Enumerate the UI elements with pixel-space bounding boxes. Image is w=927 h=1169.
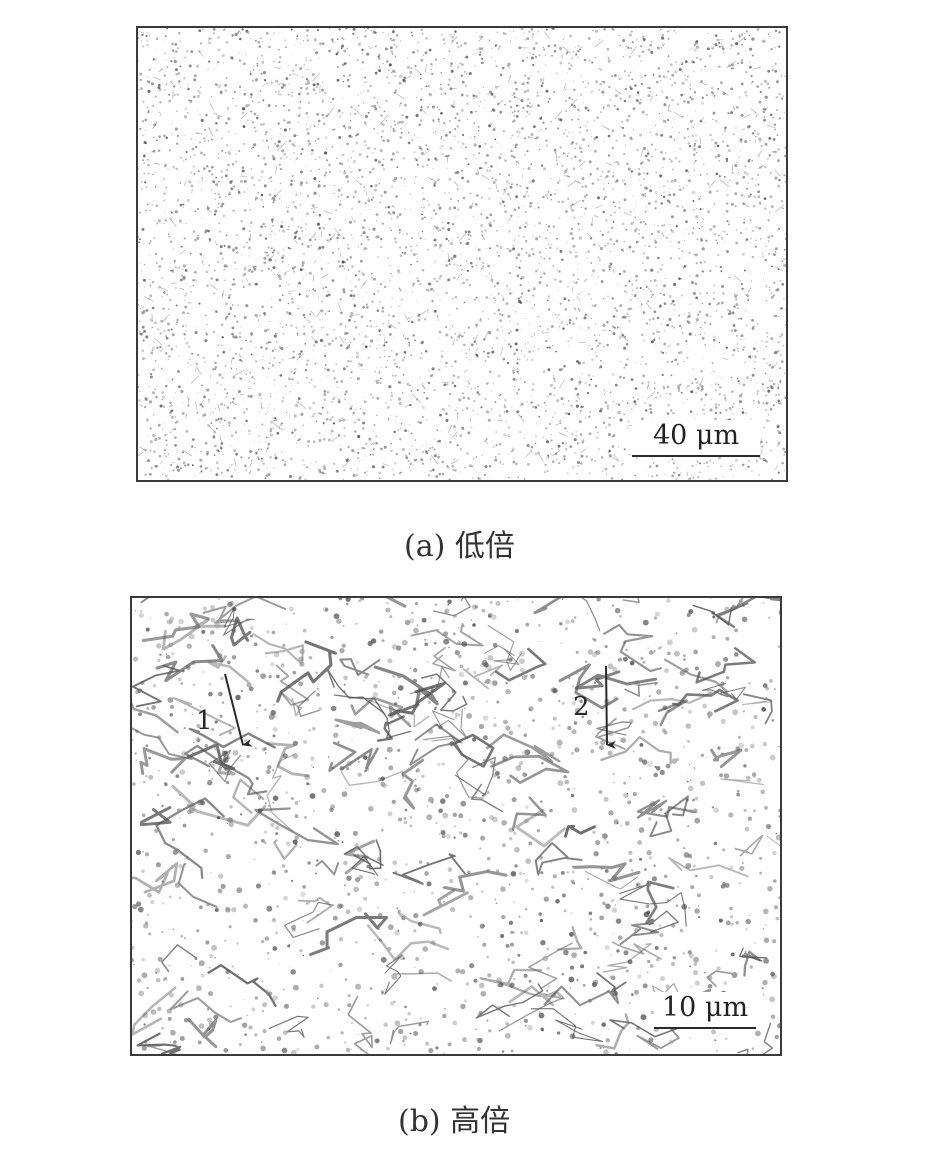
micrograph-high-magnification: 1 2 10 μm bbox=[130, 596, 782, 1056]
caption-high-magnification: (b) 高倍 bbox=[398, 1104, 511, 1139]
scale-bar-line bbox=[654, 1027, 756, 1029]
marker-arrows bbox=[224, 665, 617, 749]
scale-bar-10um: 10 μm bbox=[654, 992, 756, 1029]
caption-low-magnification: (a) 低倍 bbox=[404, 529, 515, 564]
arrow-2 bbox=[605, 665, 617, 749]
marker-label-2: 2 bbox=[573, 692, 590, 722]
scale-bar-label: 10 μm bbox=[661, 992, 749, 1023]
micrograph-high-magnification-texture bbox=[132, 598, 780, 1054]
micrograph-low-magnification: 40 μm bbox=[136, 26, 788, 482]
micrograph-low-magnification-texture bbox=[138, 28, 786, 480]
marker-label-1: 1 bbox=[196, 706, 213, 736]
scale-bar-line bbox=[632, 455, 760, 457]
scale-bar-40um: 40 μm bbox=[632, 420, 760, 457]
scale-bar-label: 40 μm bbox=[652, 420, 740, 451]
arrow-1 bbox=[224, 673, 253, 747]
